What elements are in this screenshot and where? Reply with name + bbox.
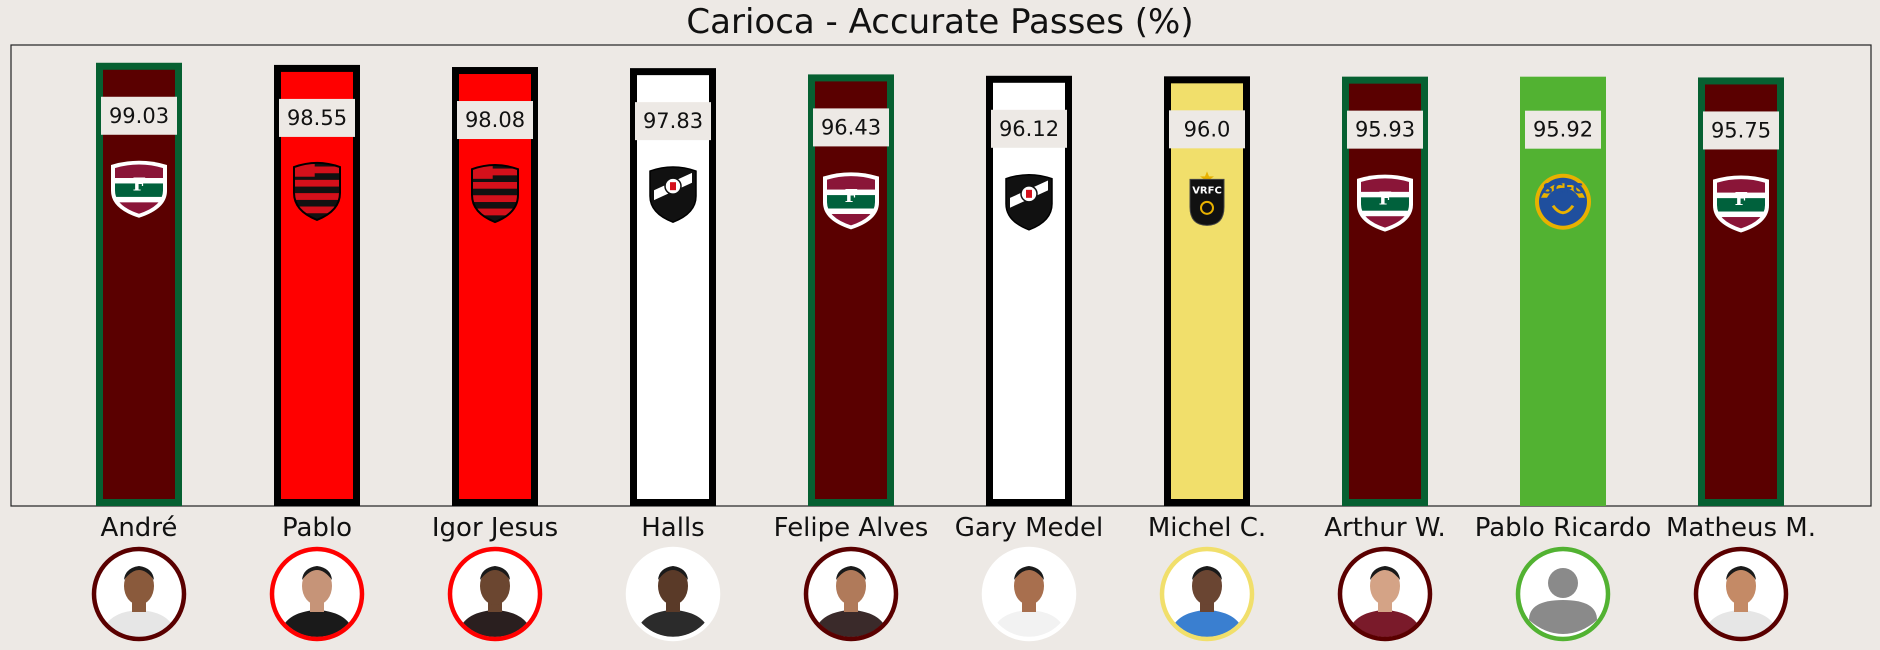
bar (630, 68, 716, 506)
value-label-box (991, 109, 1067, 148)
flamengo-badge-icon (471, 164, 519, 224)
value-label: 95.75 (1703, 111, 1779, 150)
value-label-box (813, 108, 889, 147)
value-label: 98.08 (457, 101, 533, 140)
value-label: 95.93 (1347, 110, 1423, 149)
value-label: 95.92 (1525, 110, 1601, 149)
x-tick-label: Felipe Alves (774, 513, 929, 543)
svg-text:F: F (1735, 189, 1748, 210)
svg-text:VRFC: VRFC (1192, 185, 1222, 196)
value-label-text: 98.55 (287, 106, 347, 130)
x-tick-label: Gary Medel (955, 513, 1104, 543)
player-photo-matheus-m (1693, 546, 1789, 642)
svg-text:F: F (845, 186, 858, 207)
fluminense-badge-icon: F (111, 160, 167, 218)
vasco-badge-icon (1005, 173, 1053, 231)
value-labels-layer: 99.03 98.55 98.08 97.83 96.43 96.12 96.0 95.93 9… (101, 96, 1779, 150)
bars-layer (96, 62, 1784, 507)
player-photo-pablo (269, 546, 365, 642)
flamengo-badge-icon (293, 161, 341, 221)
x-tick-label: Pablo Ricardo (1475, 513, 1652, 543)
x-tick-label: Halls (641, 513, 704, 543)
bar (274, 64, 360, 506)
x-tick-label: André (101, 513, 178, 543)
bar (1520, 76, 1606, 507)
svg-text:SCFC: SCFC (1543, 182, 1583, 198)
bar (96, 62, 182, 506)
player-photo-michel-c (1159, 546, 1255, 642)
x-tick-label: Michel C. (1148, 513, 1266, 543)
value-label-box (1703, 111, 1779, 150)
bar (808, 74, 894, 506)
player-photos-layer (91, 546, 1789, 642)
svg-text:F: F (1379, 188, 1392, 209)
value-label: 97.83 (635, 102, 711, 141)
value-label-text: 95.92 (1533, 118, 1593, 142)
value-label-text: 97.83 (643, 109, 703, 133)
player-photo-andre (91, 546, 187, 642)
bar (1698, 77, 1784, 506)
value-label: 99.03 (101, 96, 177, 135)
value-label: 98.55 (279, 98, 355, 137)
badges-layer: F F VRFC F SCFC F (111, 160, 1769, 233)
value-label-box (635, 102, 711, 141)
value-label-box (457, 101, 533, 140)
vasco-badge-icon (649, 166, 697, 223)
value-label-text: 98.08 (465, 108, 525, 132)
value-label-text: 96.0 (1184, 117, 1231, 141)
value-label-text: 96.43 (821, 115, 881, 139)
x-tick-label: Matheus M. (1666, 513, 1816, 543)
x-tick-label: Pablo (282, 513, 352, 543)
volta-redonda-badge-icon: VRFC (1189, 171, 1225, 226)
value-label: 96.12 (991, 109, 1067, 148)
x-tick-labels-layer: André Pablo Igor Jesus Halls Felipe Alves Gar… (101, 513, 1816, 543)
value-label-text: 99.03 (109, 104, 169, 128)
player-photo-igor-jesus (447, 546, 543, 642)
bar (452, 67, 538, 507)
value-label: 96.0 (1169, 110, 1245, 149)
value-label-text: 95.75 (1711, 118, 1771, 142)
value-label-box (1169, 110, 1245, 149)
value-label-text: 95.93 (1355, 118, 1415, 142)
value-label: 96.43 (813, 108, 889, 147)
player-photo-placeholder (1515, 546, 1611, 642)
plot-area-frame (10, 44, 1872, 507)
bar (1164, 76, 1250, 506)
svg-text:F: F (133, 174, 146, 195)
fluminense-badge-icon: F (823, 172, 879, 230)
sampaio-correa-badge-icon: SCFC (1535, 173, 1591, 230)
player-photo-gary-medel (981, 546, 1077, 642)
value-label-box (101, 96, 177, 135)
player-photo-felipe-alves (803, 546, 899, 642)
chart-title: Carioca - Accurate Passes (%) (686, 2, 1194, 42)
x-tick-label: Arthur W. (1324, 513, 1446, 543)
fluminense-badge-icon: F (1713, 175, 1769, 233)
value-label-box (279, 98, 355, 137)
player-photo-halls (625, 546, 721, 642)
value-label-text: 96.12 (999, 117, 1059, 141)
player-photo-arthur-w (1337, 546, 1433, 642)
bar (1342, 76, 1428, 506)
value-label-box (1347, 110, 1423, 149)
fluminense-badge-icon: F (1357, 174, 1413, 232)
value-label-box (1525, 110, 1601, 149)
bar (986, 75, 1072, 507)
x-tick-label: Igor Jesus (432, 513, 558, 543)
